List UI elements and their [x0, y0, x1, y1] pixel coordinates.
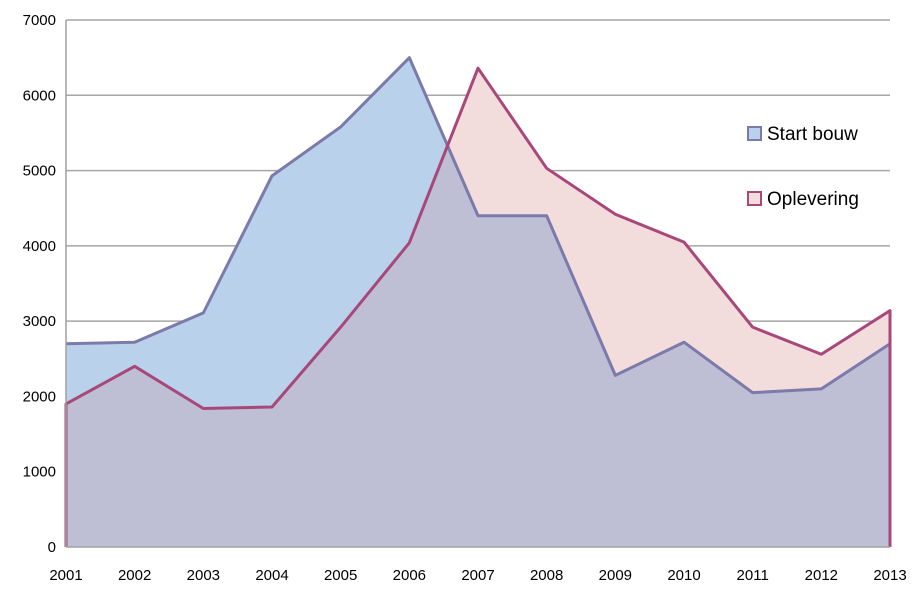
line-start-bouw	[65, 56, 892, 547]
legend-label-oplevering: Oplevering	[767, 189, 859, 210]
y-tick-label: 5000	[23, 163, 56, 180]
axes	[65, 20, 890, 548]
x-tick-label: 2012	[805, 567, 838, 584]
y-tick-label: 6000	[23, 87, 56, 104]
line-oplevering	[64, 66, 892, 547]
legend-swatch-oplevering	[747, 191, 762, 206]
y-tick-label: 1000	[23, 464, 56, 481]
y-tick-label: 4000	[23, 238, 56, 255]
y-tick-label: 7000	[23, 12, 56, 29]
y-tick-label: 0	[48, 539, 56, 556]
x-tick-labels: 2001 2002 2003 2004 2005 2006 2007 2008 2009 2010…	[49, 567, 906, 584]
x-tick-label: 2007	[461, 567, 494, 584]
legend: Start bouw Oplevering	[747, 124, 859, 210]
x-tick-label: 2004	[255, 567, 288, 584]
legend-swatch-start-bouw	[747, 126, 762, 141]
x-tick-label: 2006	[393, 567, 426, 584]
legend-label-start-bouw: Start bouw	[767, 124, 858, 145]
x-tick-label: 2008	[530, 567, 563, 584]
y-tick-labels: 0 1000 2000 3000 4000 5000 6000 7000	[23, 12, 56, 556]
x-tick-label: 2011	[737, 567, 769, 584]
x-tick-label: 2009	[599, 567, 632, 584]
series-areas	[66, 57, 890, 548]
x-tick-label: 2002	[118, 567, 151, 584]
series-lines	[64, 56, 892, 547]
area-overlap	[66, 68, 890, 547]
x-tick-label: 2005	[324, 567, 357, 584]
x-tick-label: 2003	[187, 567, 220, 584]
x-tick-label: 2010	[667, 567, 700, 584]
y-tick-label: 2000	[23, 388, 56, 405]
y-tick-label: 3000	[23, 313, 56, 330]
x-tick-label: 2001	[49, 567, 82, 584]
x-tick-label: 2013	[873, 567, 906, 584]
